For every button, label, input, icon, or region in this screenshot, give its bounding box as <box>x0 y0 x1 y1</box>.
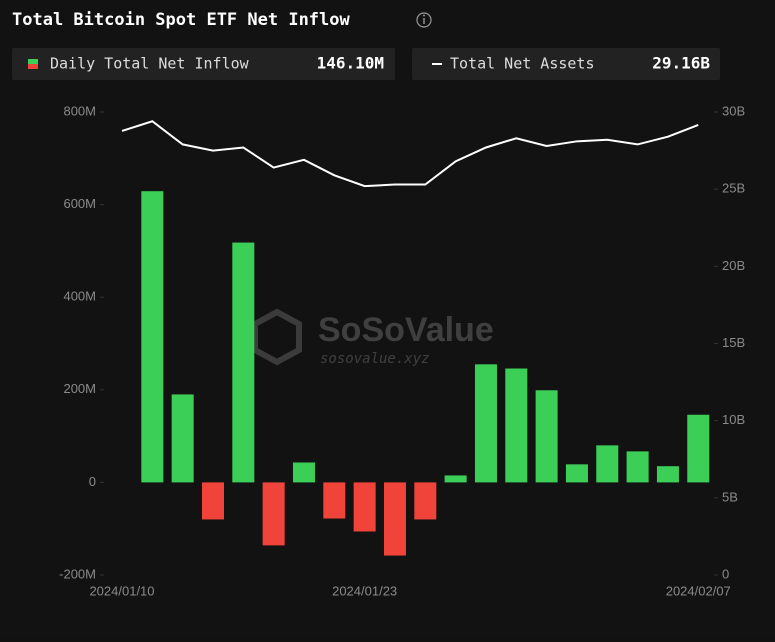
y2-tick-label: 5B <box>722 489 738 504</box>
y-tick-label: 200M <box>63 381 96 396</box>
bar <box>505 368 528 483</box>
legend-swatch <box>28 59 38 69</box>
bar <box>444 475 467 483</box>
bar <box>535 390 558 483</box>
bar <box>474 364 497 483</box>
legend-box <box>12 48 395 80</box>
y2-tick-label: 15B <box>722 335 745 350</box>
x-tick-label: 2024/02/07 <box>666 583 731 598</box>
y2-tick-label: 25B <box>722 181 745 196</box>
y-tick-label: 0 <box>89 474 96 489</box>
legend-value: 146.10M <box>317 54 384 73</box>
bar <box>626 451 649 483</box>
watermark-url: sosovalue.xyz <box>320 351 430 367</box>
bar <box>262 482 285 546</box>
bar <box>201 482 224 520</box>
y2-tick-label: 0 <box>722 566 729 581</box>
swatch-part <box>28 59 38 64</box>
legend-label: Daily Total Net Inflow <box>50 55 250 73</box>
legend-box <box>412 48 720 80</box>
legend-value: 29.16B <box>652 54 710 73</box>
bar <box>414 482 437 520</box>
bar <box>383 482 406 556</box>
y2-tick-label: 20B <box>722 258 745 273</box>
bar <box>353 482 376 532</box>
y-tick-label: 400M <box>63 289 96 304</box>
legend-label: Total Net Assets <box>450 55 595 73</box>
y-tick-label: 800M <box>63 103 96 118</box>
x-tick-label: 2024/01/23 <box>332 583 397 598</box>
bar <box>323 482 346 519</box>
y-tick-label: 600M <box>63 196 96 211</box>
info-icon[interactable] <box>416 12 432 28</box>
bar <box>171 394 194 483</box>
bar <box>656 466 679 483</box>
bar <box>687 414 710 483</box>
bar <box>232 242 255 483</box>
y-tick-label: -200M <box>59 566 96 581</box>
y2-tick-label: 10B <box>722 412 745 427</box>
chart-title: Total Bitcoin Spot ETF Net Inflow <box>12 10 351 30</box>
watermark: SoSoValue sosovalue.xyz <box>252 308 494 367</box>
bar <box>596 445 619 483</box>
bar <box>565 464 588 483</box>
bar <box>141 191 164 483</box>
swatch-part <box>28 64 38 69</box>
watermark-text: SoSoValue <box>318 311 494 349</box>
y2-tick-label: 30B <box>722 103 745 118</box>
x-tick-label: 2024/01/10 <box>89 583 154 598</box>
bar <box>292 462 315 483</box>
line <box>121 120 699 188</box>
